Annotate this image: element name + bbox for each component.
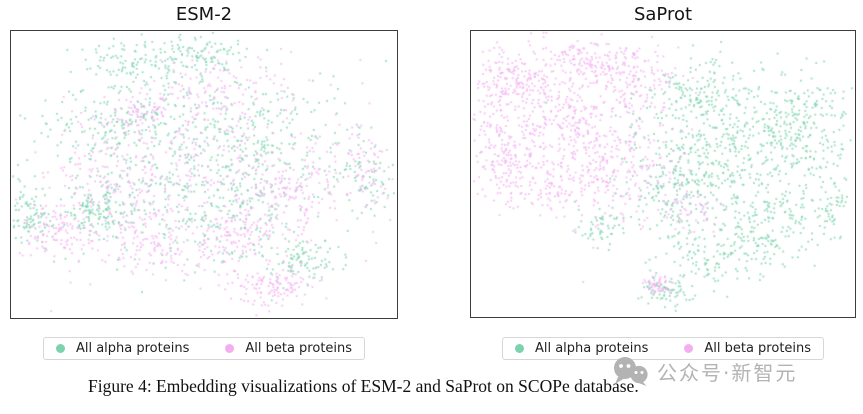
- alpha-marker-icon: [514, 343, 524, 353]
- legend-esm2: All alpha proteins All beta proteins: [42, 336, 366, 360]
- legend-entry-alpha: All alpha proteins: [514, 340, 649, 356]
- legend-entry-beta: All beta proteins: [684, 341, 811, 356]
- legend-row-esm2: All alpha proteins All beta proteins: [10, 336, 398, 360]
- plot-title-saprot: SaProt: [633, 4, 693, 25]
- alpha-marker-icon: [55, 343, 65, 353]
- legend-entry-beta: All beta proteins: [225, 341, 352, 356]
- watermark-text: 公众号·新智元: [657, 360, 798, 385]
- legend-label-beta: All beta proteins: [704, 340, 812, 356]
- legend-row-saprot: All alpha proteins All beta proteins: [470, 336, 856, 360]
- beta-marker-icon: [684, 343, 694, 353]
- legend-label-alpha: All alpha proteins: [534, 340, 649, 356]
- figure-caption: Figure 4: Embedding visualizations of ES…: [88, 376, 639, 396]
- legend-entry-alpha: All alpha proteins: [55, 340, 190, 356]
- legend-saprot: All alpha proteins All beta proteins: [501, 336, 825, 360]
- scatter-canvas-esm2: [11, 31, 396, 317]
- scatter-canvas-saprot: [471, 31, 854, 316]
- plot-area-esm2: [10, 30, 398, 319]
- legend-label-beta: All beta proteins: [245, 340, 353, 356]
- watermark: 公众号·新智元: [612, 356, 797, 386]
- plot-title-esm2: ESM-2: [175, 4, 233, 25]
- legend-label-alpha: All alpha proteins: [75, 340, 190, 356]
- beta-marker-icon: [225, 343, 235, 353]
- plot-area-saprot: [470, 30, 856, 318]
